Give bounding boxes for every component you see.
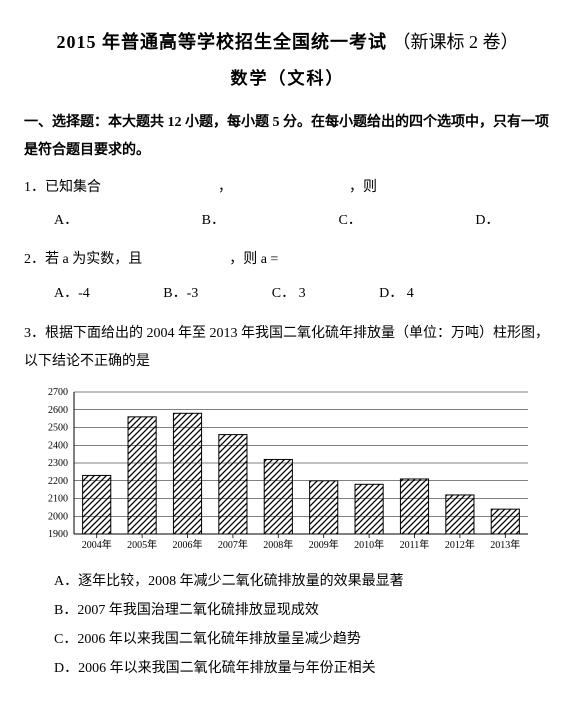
q2-opt-c: C． 3 (272, 281, 306, 306)
q1-opt-d: D． (475, 208, 499, 233)
q3-opt-d: D．2006 年以来我国二氧化硫年排放量与年份正相关 (54, 656, 551, 681)
question-2-stem: 2．若 a 为实数，且 ，则 a = (24, 247, 551, 272)
title-main-paren: （新课标 2 卷） (393, 32, 519, 52)
exam-subject: 数学（文科） (24, 64, 551, 95)
q2-opt-d: D． 4 (379, 281, 414, 306)
svg-text:2004年: 2004年 (82, 538, 112, 551)
q1-opt-a: A． (54, 208, 78, 233)
exam-title: 2015 年普通高等学校招生全国统一考试 （新课标 2 卷） (24, 26, 551, 58)
question-2-options: A．-4 B．-3 C． 3 D． 4 (54, 281, 551, 306)
section-1-heading: 一、选择题：本大题共 12 小题，每小题 5 分。在每小题给出的四个选项中，只有… (24, 109, 551, 165)
q3-opt-c: C．2006 年以来我国二氧化硫年排放量呈减少趋势 (54, 627, 551, 652)
q2-stem-a: 2．若 a 为实数，且 (24, 252, 142, 267)
svg-text:2300: 2300 (48, 458, 68, 469)
svg-text:2009年: 2009年 (309, 538, 339, 551)
svg-text:2013年: 2013年 (490, 538, 520, 551)
svg-text:2700: 2700 (48, 387, 68, 398)
svg-text:1900: 1900 (48, 529, 68, 540)
svg-text:2500: 2500 (48, 422, 68, 433)
svg-text:2007年: 2007年 (218, 538, 248, 551)
svg-text:2008年: 2008年 (263, 538, 293, 551)
svg-text:2005年: 2005年 (127, 538, 157, 551)
svg-text:2010年: 2010年 (354, 538, 384, 551)
q3-opt-a: A．逐年比较，2008 年减少二氧化硫排放量的效果最显著 (54, 569, 551, 594)
question-1-options: A． B． C． D． (54, 208, 551, 233)
q1-stem-b: ， (218, 180, 232, 195)
q1-opt-b: B． (202, 208, 225, 233)
svg-text:2011年: 2011年 (400, 538, 430, 551)
q2-stem-b: ，则 a = (229, 252, 278, 267)
q2-opt-b: B．-3 (163, 281, 198, 306)
question-3-options: A．逐年比较，2008 年减少二氧化硫排放量的效果最显著 B．2007 年我国治… (24, 569, 551, 682)
title-main-black: 2015 年普通高等学校招生全国统一考试 (57, 32, 388, 52)
q1-stem-a: 1．已知集合 (24, 180, 101, 195)
q2-opt-a: A．-4 (54, 281, 90, 306)
svg-text:2200: 2200 (48, 475, 68, 486)
so2-emission-bar-chart: 1900 2000 2100 2200 2300 2400 2500 2600 2700 2004… (34, 386, 554, 565)
svg-text:2100: 2100 (48, 493, 68, 504)
svg-text:2600: 2600 (48, 404, 68, 415)
question-1-stem: 1．已知集合 ， ，则 (24, 175, 551, 200)
svg-text:2000: 2000 (48, 511, 68, 522)
svg-text:2400: 2400 (48, 440, 68, 451)
q3-opt-b: B．2007 年我国治理二氧化硫排放显现成效 (54, 598, 551, 623)
q1-stem-c: ，则 (349, 180, 377, 195)
svg-text:2012年: 2012年 (445, 538, 475, 551)
bar-chart-svg: 1900 2000 2100 2200 2300 2400 2500 2600 2700 2004… (34, 386, 534, 556)
q1-opt-c: C． (338, 208, 361, 233)
svg-text:2006年: 2006年 (173, 538, 203, 551)
question-3-stem: 3．根据下面给出的 2004 年至 2013 年我国二氧化硫年排放量（单位：万吨… (24, 320, 551, 376)
